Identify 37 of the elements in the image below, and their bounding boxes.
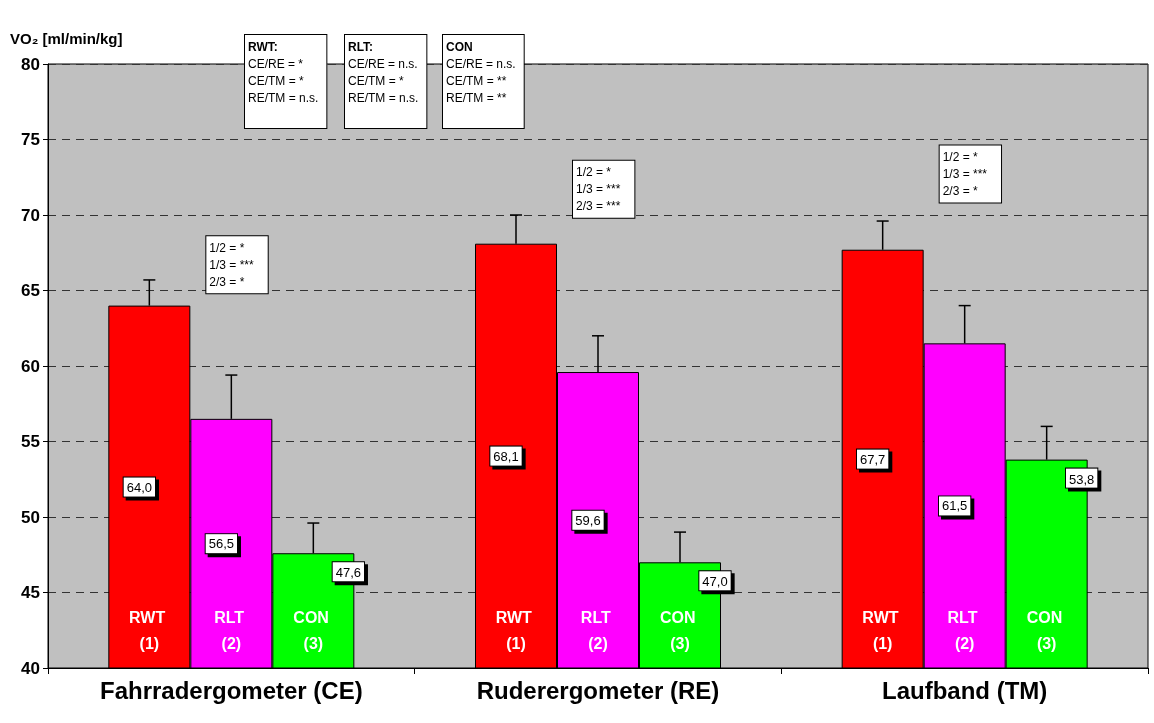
data-label: 59,6 (575, 512, 601, 528)
data-label: 47,6 (335, 565, 361, 581)
y-tick-label: 50 (21, 507, 40, 527)
series-label: RLT (2) (214, 608, 249, 652)
text: RLT (2) (580, 608, 611, 652)
data-label: 67,7 (860, 451, 886, 467)
y-axis-title: VO₂ [ml/min/kg] (10, 30, 123, 47)
annotation: 1/2 = * 1/3 = *** 2/3 = * (942, 150, 988, 199)
y-tick-label: 70 (21, 205, 40, 225)
y-tick-label: 40 (21, 658, 40, 678)
text: RLT (2) (947, 608, 978, 652)
y-tick-label: 75 (21, 130, 40, 149)
data-label: 53,8 (1069, 471, 1095, 487)
data-label: 61,5 (942, 498, 968, 514)
x-tick-label: Fahrradergometer (CE) (99, 676, 363, 704)
x-tick-label: Ruderergometer (RE) (476, 676, 720, 704)
data-label: 56,5 (208, 536, 234, 552)
annotation: RLT: CE/RE = n.s. CE/TM = * RE/TM = n.s. (348, 39, 419, 105)
annotation: 1/2 = * 1/3 = *** 2/3 = * (209, 240, 255, 289)
text: CON (3) (660, 608, 696, 652)
annotation: CON CE/RE = n.s. CE/TM = ** RE/TM = ** (446, 39, 516, 105)
y-tick-label: 65 (21, 281, 40, 300)
data-label: 64,0 (126, 479, 152, 495)
data-label: 68,1 (493, 448, 519, 464)
data-label: 47,0 (702, 574, 728, 590)
x-tick-label: Laufband (TM) (882, 676, 1048, 704)
series-label: CON (3) (293, 608, 334, 652)
y-tick-label: 80 (21, 54, 40, 74)
annotation: RWT: CE/RE = * CE/TM = * RE/TM = n.s. (248, 39, 319, 105)
text: CON (3) (1026, 608, 1063, 652)
text: RWT (1) (862, 608, 899, 652)
text: RWT (1) (495, 608, 532, 652)
y-tick-label: 55 (21, 432, 40, 451)
y-tick-label: 45 (21, 583, 40, 602)
series-label: RWT (1) (129, 608, 170, 652)
y-tick-label: 60 (21, 356, 40, 376)
text: 1/2 = * 1/3 = *** 2/3 = *** (576, 165, 621, 214)
